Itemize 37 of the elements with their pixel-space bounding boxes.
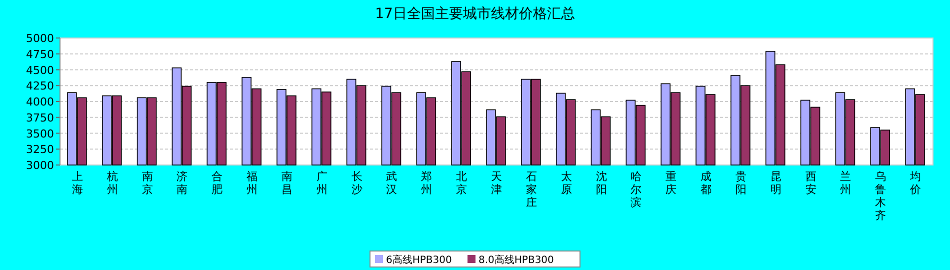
- y-tick-label: 3250: [26, 143, 54, 156]
- x-tick-label: 济南: [176, 170, 188, 196]
- x-tick-label: 郑州: [421, 170, 432, 196]
- y-tick-label: 3500: [26, 127, 54, 140]
- x-tick-label: 兰州: [840, 170, 852, 196]
- y-tick-label: 4750: [26, 48, 54, 61]
- x-tick-label: 武汉: [386, 170, 398, 196]
- x-tick-label: 广州: [316, 170, 328, 196]
- y-tick-label: 5000: [26, 32, 54, 45]
- x-tick-label: 石家庄: [526, 170, 537, 209]
- x-tick-label: 太原: [560, 170, 572, 196]
- chart-title: 17日全国主要城市线材价格汇总: [375, 6, 575, 22]
- y-tick-label: 4000: [26, 96, 54, 108]
- x-tick-label: 长沙: [351, 170, 362, 196]
- x-tick-label: 合肥: [212, 170, 223, 196]
- y-tick-label: 4500: [26, 64, 54, 77]
- x-tick-label: 重庆: [666, 170, 677, 196]
- x-tick-label: 福州: [246, 170, 258, 196]
- y-tick-label: 4250: [26, 80, 54, 93]
- x-tick-label: 乌鲁木齐: [875, 170, 886, 222]
- x-tick-label: 均价: [909, 170, 922, 196]
- x-tick-label: 北京: [456, 170, 468, 196]
- x-tick-label: 上海: [72, 170, 83, 196]
- x-tick-label: 成都: [700, 170, 712, 196]
- legend-label: 6高线HPB300: [386, 254, 452, 266]
- legend-label: 8.0高线HPB300: [478, 254, 554, 266]
- x-tick-label: 南京: [142, 170, 153, 196]
- x-tick-label: 昆明: [770, 170, 782, 196]
- x-tick-label: 贵阳: [735, 170, 746, 196]
- x-tick-label: 天津: [491, 170, 502, 196]
- y-tick-label: 3750: [26, 111, 54, 124]
- x-tick-label: 沈阳: [596, 170, 607, 196]
- x-tick-label: 杭州: [106, 170, 118, 196]
- x-tick-label: 南昌: [281, 170, 292, 196]
- x-tick-label: 哈尔滨: [630, 170, 642, 209]
- y-tick-label: 3000: [26, 159, 54, 172]
- x-tick-label: 西安: [805, 170, 816, 196]
